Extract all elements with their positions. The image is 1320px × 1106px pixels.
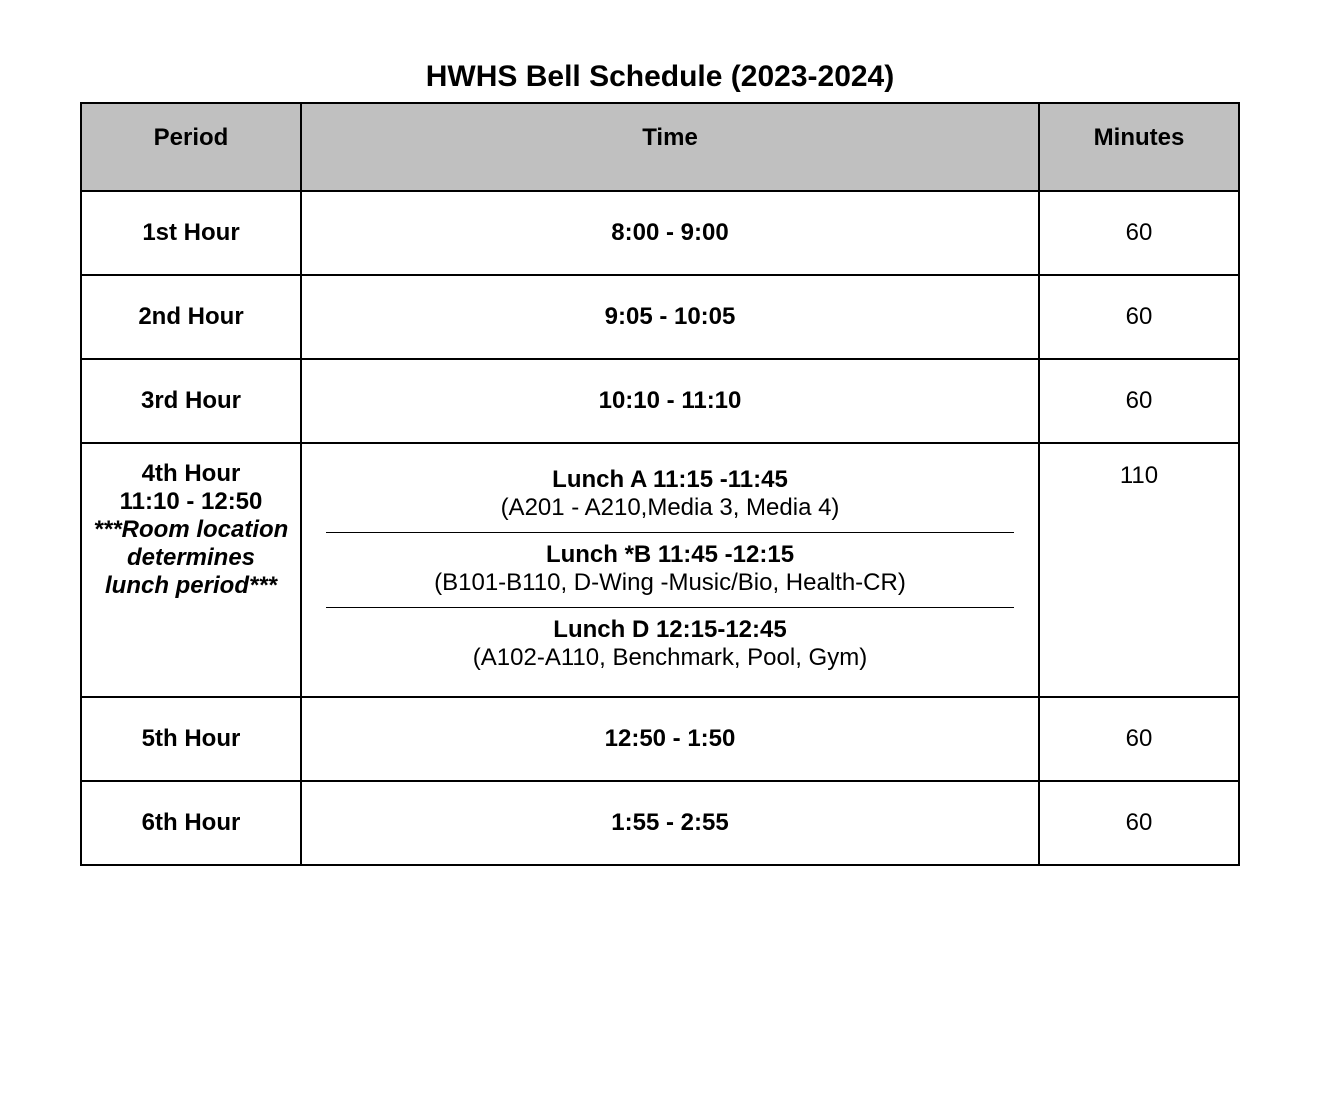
bell-schedule-table: Period Time Minutes 1st Hour 8:00 - 9:00… <box>80 102 1240 866</box>
time-cell: 12:50 - 1:50 <box>301 697 1039 781</box>
period-cell: 1st Hour <box>81 191 301 275</box>
schedule-container: HWHS Bell Schedule (2023-2024) Period Ti… <box>0 0 1320 926</box>
lunch-title: Lunch *B 11:45 -12:15 <box>326 541 1014 569</box>
minutes-cell: 60 <box>1039 275 1239 359</box>
period-cell: 6th Hour <box>81 781 301 865</box>
table-row: 1st Hour 8:00 - 9:00 60 <box>81 191 1239 275</box>
period-cell-lunch: 4th Hour 11:10 - 12:50 ***Room location … <box>81 443 301 697</box>
table-row: 3rd Hour 10:10 - 11:10 60 <box>81 359 1239 443</box>
time-cell: 9:05 - 10:05 <box>301 275 1039 359</box>
table-row: 2nd Hour 9:05 - 10:05 60 <box>81 275 1239 359</box>
period-cell: 2nd Hour <box>81 275 301 359</box>
table-row: 6th Hour 1:55 - 2:55 60 <box>81 781 1239 865</box>
col-header-minutes: Minutes <box>1039 103 1239 191</box>
col-header-period: Period <box>81 103 301 191</box>
minutes-cell: 60 <box>1039 781 1239 865</box>
table-row-lunch: 4th Hour 11:10 - 12:50 ***Room location … <box>81 443 1239 697</box>
lunch-rooms: (A102-A110, Benchmark, Pool, Gym) <box>326 644 1014 672</box>
table-header-row: Period Time Minutes <box>81 103 1239 191</box>
table-row: 5th Hour 12:50 - 1:50 60 <box>81 697 1239 781</box>
time-cell: 10:10 - 11:10 <box>301 359 1039 443</box>
period-note: ***Room location determines lunch period… <box>92 516 290 600</box>
minutes-cell: 110 <box>1039 443 1239 697</box>
period-cell: 5th Hour <box>81 697 301 781</box>
time-cell: 1:55 - 2:55 <box>301 781 1039 865</box>
minutes-cell: 60 <box>1039 697 1239 781</box>
period-time-range: 11:10 - 12:50 <box>92 488 290 516</box>
col-header-time: Time <box>301 103 1039 191</box>
lunch-block: Lunch *B 11:45 -12:15 (B101-B110, D-Wing… <box>326 533 1014 608</box>
lunch-rooms: (B101-B110, D-Wing -Music/Bio, Health-CR… <box>326 569 1014 597</box>
lunch-detail-cell: Lunch A 11:15 -11:45 (A201 - A210,Media … <box>301 443 1039 697</box>
minutes-cell: 60 <box>1039 359 1239 443</box>
period-main: 4th Hour <box>92 460 290 488</box>
lunch-title: Lunch A 11:15 -11:45 <box>326 466 1014 494</box>
lunch-block: Lunch A 11:15 -11:45 (A201 - A210,Media … <box>326 458 1014 533</box>
lunch-rooms: (A201 - A210,Media 3, Media 4) <box>326 494 1014 522</box>
time-cell: 8:00 - 9:00 <box>301 191 1039 275</box>
period-cell: 3rd Hour <box>81 359 301 443</box>
lunch-title: Lunch D 12:15-12:45 <box>326 616 1014 644</box>
page-title: HWHS Bell Schedule (2023-2024) <box>80 60 1240 94</box>
lunch-block: Lunch D 12:15-12:45 (A102-A110, Benchmar… <box>326 608 1014 682</box>
minutes-cell: 60 <box>1039 191 1239 275</box>
